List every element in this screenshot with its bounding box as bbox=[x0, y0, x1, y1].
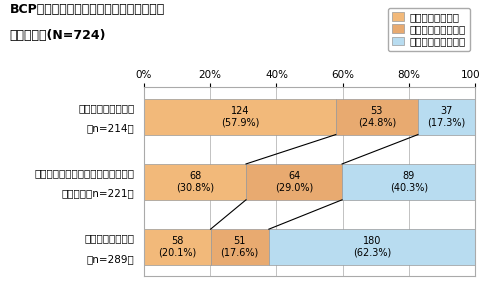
Text: 64
(29.0%): 64 (29.0%) bbox=[275, 171, 313, 193]
Bar bbox=[144, 229, 211, 265]
Bar bbox=[144, 99, 336, 135]
Text: 68
(30.8%): 68 (30.8%) bbox=[176, 171, 214, 193]
Bar bbox=[211, 229, 269, 265]
Text: （n=214）: （n=214） bbox=[87, 123, 134, 133]
Text: ＢＣＰを知らない: ＢＣＰを知らない bbox=[84, 233, 134, 243]
Bar bbox=[144, 164, 246, 200]
Text: 89
(40.3%): 89 (40.3%) bbox=[390, 171, 428, 193]
Text: らない　（n=221）: らない （n=221） bbox=[61, 189, 134, 198]
Text: 51
(17.6%): 51 (17.6%) bbox=[221, 236, 259, 258]
Text: 58
(20.1%): 58 (20.1%) bbox=[158, 236, 196, 258]
Text: 取組の有無(N=724): 取組の有無(N=724) bbox=[10, 29, 106, 42]
Legend: 取組を行っている, 取組を検討している, 取組は行っていない: 取組を行っている, 取組を検討している, 取組は行っていない bbox=[388, 8, 470, 51]
Text: （n=289）: （n=289） bbox=[87, 254, 134, 264]
Text: 聞いたことがあるが詳細はよくわか: 聞いたことがあるが詳細はよくわか bbox=[35, 168, 134, 178]
Bar bbox=[269, 229, 475, 265]
Bar bbox=[418, 99, 475, 135]
Bar bbox=[336, 99, 418, 135]
Text: 37
(17.3%): 37 (17.3%) bbox=[427, 106, 466, 127]
Bar bbox=[246, 164, 342, 200]
Text: ＢＣＰを知っている: ＢＣＰを知っている bbox=[78, 103, 134, 113]
Text: 180
(62.3%): 180 (62.3%) bbox=[353, 236, 391, 258]
Bar bbox=[342, 164, 476, 200]
Text: BCP認知状況別にみた緊急事態を想定した: BCP認知状況別にみた緊急事態を想定した bbox=[10, 3, 165, 16]
Text: 53
(24.8%): 53 (24.8%) bbox=[358, 106, 396, 127]
Text: 124
(57.9%): 124 (57.9%) bbox=[221, 106, 259, 127]
